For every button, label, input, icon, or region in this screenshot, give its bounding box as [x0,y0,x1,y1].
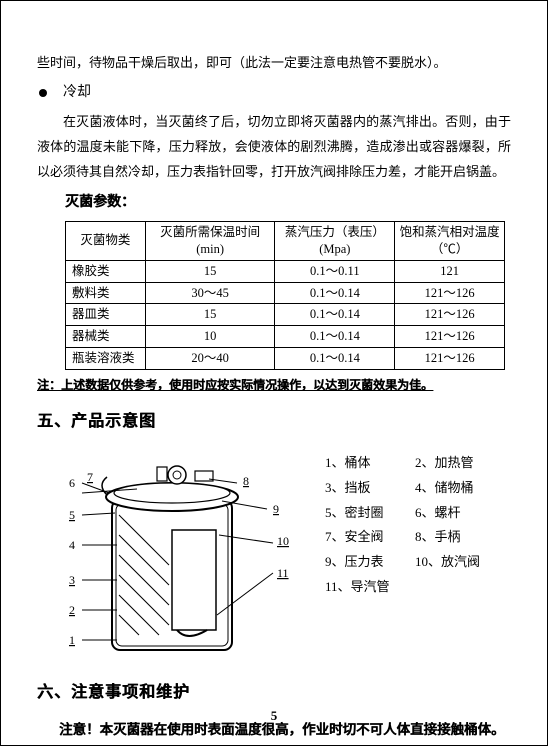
product-diagram: 6 7 5 4 3 2 1 8 9 10 11 [37,445,307,660]
th-pressure: 蒸汽压力（表压） (Mpa) [275,221,395,260]
diagram-num-3: 3 [69,573,75,587]
th-temp: 饱和蒸汽相对温度 （℃） [395,221,505,260]
table-cell: 瓶装溶液类 [66,348,146,370]
diagram-num-7: 7 [87,470,93,484]
diagram-num-4: 4 [69,538,75,552]
diagram-num-5: 5 [69,508,75,522]
table-cell: 121～126 [395,304,505,326]
diagram-block: 6 7 5 4 3 2 1 8 9 10 11 1、桶体2、加热管 3、挡板4、… [37,445,511,660]
table-cell: 10 [145,326,275,348]
cooling-paragraph: 在灭菌液体时，当灭菌终了后，切勿立即将灭菌器内的蒸汽排出。否则，由于液体的温度未… [37,110,511,184]
table-cell: 30～45 [145,282,275,304]
diagram-num-2: 2 [69,603,75,617]
table-cell: 器皿类 [66,304,146,326]
top-continuation-text: 些时间，待物品干燥后取出，即可（此法一定要注意电热管不要脱水）。 [37,51,511,76]
table-row: 橡胶类150.1～0.11121 [66,260,505,282]
table-cell: 0.1～0.14 [275,282,395,304]
table-cell: 121～126 [395,348,505,370]
table-cell: 20～40 [145,348,275,370]
bullet-icon [39,89,47,97]
th-time: 灭菌所需保温时间 (min) [145,221,275,260]
table-cell: 121 [395,260,505,282]
legend-row: 1、桶体2、加热管 [325,451,480,476]
table-row: 瓶装溶液类20～400.1～0.14121～126 [66,348,505,370]
table-row: 器皿类150.1～0.14121～126 [66,304,505,326]
table-header-row: 灭菌物类 灭菌所需保温时间 (min) 蒸汽压力（表压） (Mpa) 饱和蒸汽相… [66,221,505,260]
table-cell: 0.1～0.11 [275,260,395,282]
section5-heading: 五、产品示意图 [37,407,511,437]
legend-row: 9、压力表10、放汽阀 [325,550,480,575]
legend-row: 7、安全阀8、手柄 [325,525,480,550]
table-cell: 15 [145,304,275,326]
table-cell: 橡胶类 [66,260,146,282]
cooling-bullet-row: 冷却 [37,80,511,107]
table-row: 器械类100.1～0.14121～126 [66,326,505,348]
diagram-num-8: 8 [243,474,249,488]
diagram-num-1: 1 [69,633,75,647]
legend-row: 11、导汽管 [325,575,480,600]
table-cell: 0.1～0.14 [275,304,395,326]
sterilization-params-table: 灭菌物类 灭菌所需保温时间 (min) 蒸汽压力（表压） (Mpa) 饱和蒸汽相… [65,221,505,370]
diagram-num-9: 9 [273,502,279,516]
table-cell: 121～126 [395,282,505,304]
cooling-bullet-label: 冷却 [63,80,91,107]
table-cell: 器械类 [66,326,146,348]
legend-row: 3、挡板4、储物桶 [325,476,480,501]
table-cell: 0.1～0.14 [275,348,395,370]
legend-row: 5、密封圈6、螺杆 [325,501,480,526]
table-cell: 15 [145,260,275,282]
diagram-legend: 1、桶体2、加热管 3、挡板4、储物桶 5、密封圈6、螺杆 7、安全阀8、手柄 … [325,451,480,599]
table-note: 注：上述数据仅供参考，使用时应按实际情况操作，以达到灭菌效果为佳。 [37,374,511,397]
table-row: 敷料类30～450.1～0.14121～126 [66,282,505,304]
page-number: 5 [1,704,547,729]
table-cell: 0.1～0.14 [275,326,395,348]
diagram-num-11: 11 [277,566,289,580]
th-category: 灭菌物类 [66,221,146,260]
diagram-num-10: 10 [277,534,289,548]
diagram-num-6: 6 [69,476,75,490]
table-cell: 121～126 [395,326,505,348]
table-cell: 敷料类 [66,282,146,304]
table-title: 灭菌参数： [65,190,511,217]
